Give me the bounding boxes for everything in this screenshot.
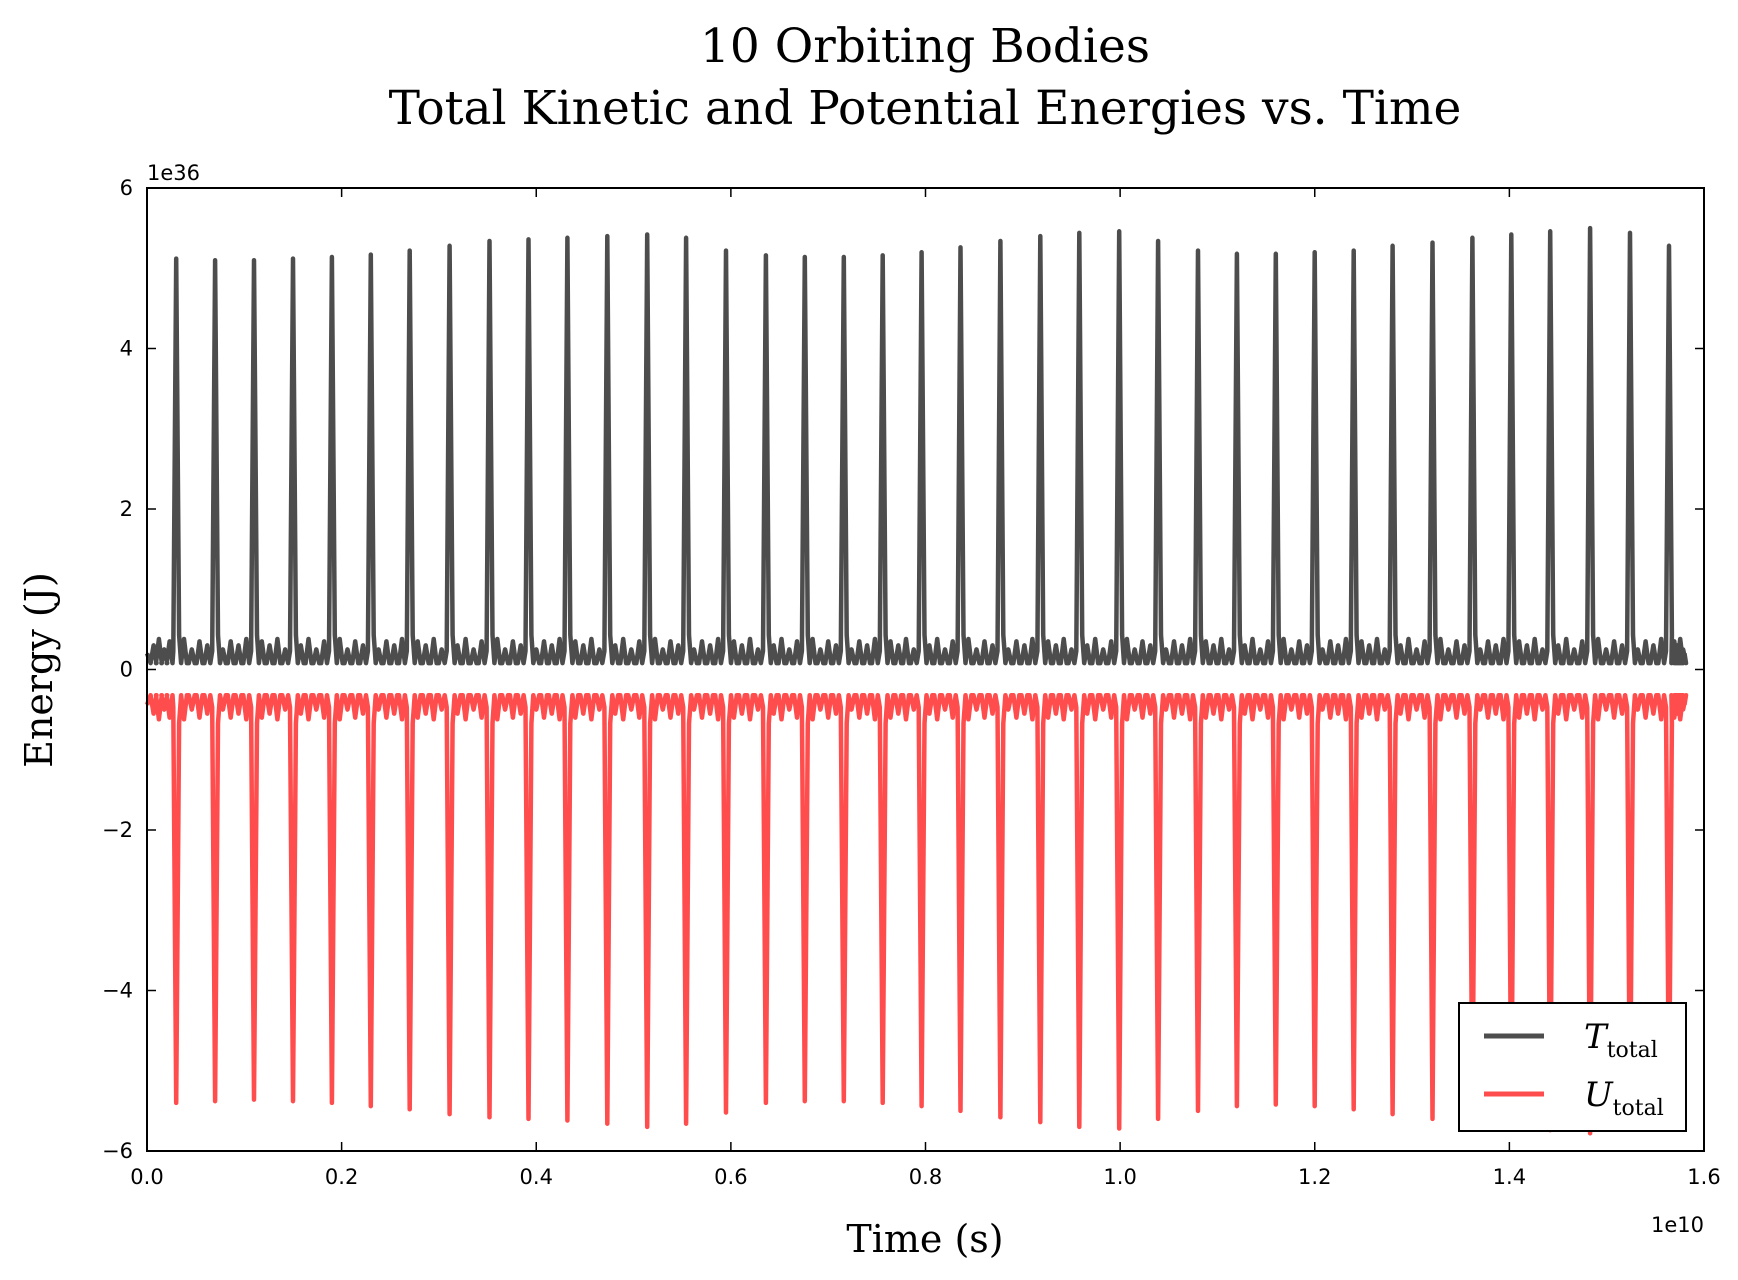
x-tick-label: 1.0: [1103, 1165, 1136, 1189]
x-tick-label: 0.4: [520, 1165, 553, 1189]
x-axis-label: Time (s): [846, 1217, 1003, 1261]
x-tick-label: 1.6: [1687, 1165, 1720, 1189]
y-tick-label: −6: [102, 1139, 133, 1163]
legend-box: [1458, 1002, 1687, 1132]
y-axis: −6 −4 −2 0 2 4 6: [102, 176, 1704, 1163]
legend-label-u-total: Utotal: [1584, 1075, 1664, 1121]
x-tick-label: 0.6: [714, 1165, 747, 1189]
x-tick-label: 1.4: [1493, 1165, 1526, 1189]
plot-series-group: [144, 225, 1689, 1136]
y-tick-label: 0: [120, 658, 133, 682]
y-axis-label: Energy (J): [17, 572, 61, 768]
y-tick-label: 2: [120, 497, 133, 521]
x-tick-label: 0.8: [909, 1165, 942, 1189]
series-line-u-total: [144, 692, 1689, 1136]
y-tick-label: 4: [120, 337, 133, 361]
x-axis: 0.0 0.2 0.4 0.6 0.8 1.0 1.2 1.4 1.6: [130, 188, 1721, 1189]
y-tick-label: 6: [120, 176, 133, 200]
y-tick-label: −4: [102, 979, 133, 1003]
x-tick-label: 1.2: [1298, 1165, 1331, 1189]
series-line-t-total: [144, 225, 1689, 666]
x-multiplier-label: 1e10: [1651, 1213, 1704, 1237]
legend: Ttotal Utotal: [1458, 1002, 1687, 1132]
x-tick-label: 0.2: [325, 1165, 358, 1189]
y-tick-label: −2: [102, 818, 133, 842]
legend-label-t-total: Ttotal: [1584, 1017, 1658, 1063]
chart-title: 10 Orbiting Bodies: [700, 19, 1150, 74]
y-multiplier-label: 1e36: [147, 161, 200, 185]
chart-subtitle: Total Kinetic and Potential Energies vs.…: [389, 81, 1462, 136]
x-tick-label: 0.0: [130, 1165, 163, 1189]
